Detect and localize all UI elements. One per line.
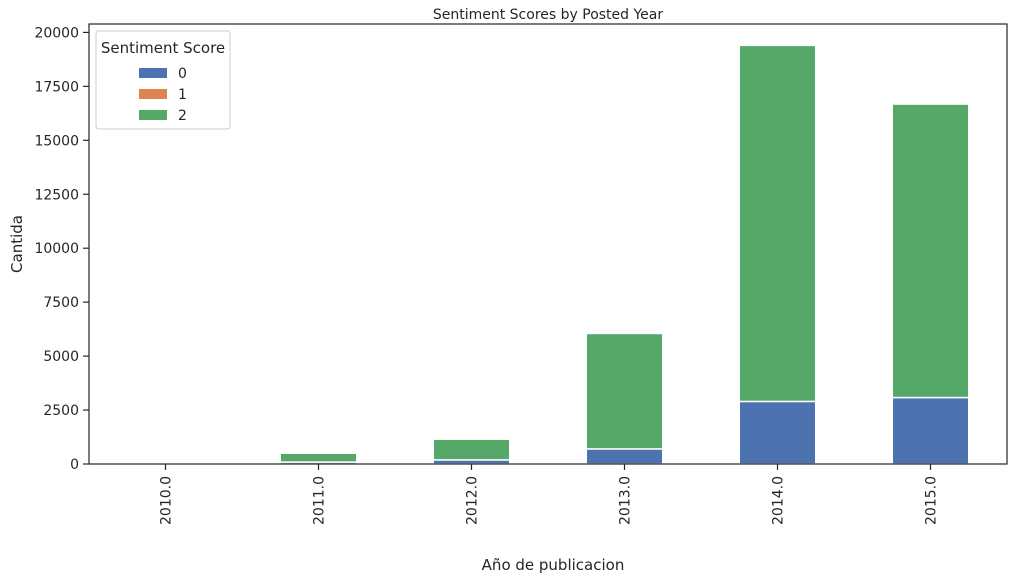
- x-tick-label: 2011.0: [312, 476, 328, 525]
- bar-segment-score-0-2014.0: [738, 400, 817, 465]
- x-axis-label: Año de publicacion: [482, 556, 625, 574]
- plot-frame: [88, 23, 1008, 465]
- chart-title: Sentiment Scores by Posted Year: [433, 7, 664, 23]
- bar-segment-score-2-2013.0: [585, 332, 664, 450]
- legend-items: 0 1 2: [139, 66, 187, 124]
- bar-segment-score-0-2015.0: [891, 396, 970, 465]
- legend-box: [95, 30, 231, 130]
- y-axis-ticks: 0 2500 5000 7500 10000 12500 15000 17500 20000: [34, 25, 89, 473]
- legend-title: Sentiment Score: [101, 39, 225, 57]
- y-tick-label: 2500: [43, 403, 79, 419]
- x-tick-label: 2015.0: [924, 476, 940, 525]
- y-tick-label: 20000: [34, 25, 79, 41]
- x-tick-label: 2012.0: [465, 476, 481, 525]
- legend: Sentiment Score 0 1 2: [95, 30, 231, 130]
- x-tick-label: 2014.0: [771, 476, 787, 525]
- x-tick-label: 2010.0: [159, 476, 175, 525]
- y-tick-label: 10000: [34, 241, 79, 257]
- y-tick-label: 17500: [34, 79, 79, 95]
- legend-swatch-2: [139, 110, 167, 120]
- y-tick-label: 5000: [43, 349, 79, 365]
- y-tick-label: 12500: [34, 187, 79, 203]
- y-tick-label: 0: [70, 457, 79, 473]
- bar-segment-score-0-2013.0: [585, 448, 664, 465]
- y-tick-label: 7500: [43, 295, 79, 311]
- bar-segment-score-2-2012.0: [432, 438, 511, 461]
- x-tick-label: 2013.0: [618, 476, 634, 525]
- bar-segment-score-2-2015.0: [891, 103, 970, 399]
- legend-label-0: 0: [178, 66, 187, 82]
- bar-segment-score-2-2011.0: [279, 452, 358, 463]
- x-axis-ticks: 2010.0 2011.0 2012.0 2013.0 2014.0 2015.0: [159, 464, 940, 525]
- y-axis-label: Cantida: [8, 215, 26, 273]
- bars-layer: [279, 44, 970, 465]
- bar-segment-score-2-2014.0: [738, 44, 817, 403]
- legend-label-1: 1: [178, 87, 187, 103]
- legend-swatch-0: [139, 68, 167, 78]
- legend-label-2: 2: [178, 108, 187, 124]
- y-tick-label: 15000: [34, 133, 79, 149]
- legend-swatch-1: [139, 89, 167, 99]
